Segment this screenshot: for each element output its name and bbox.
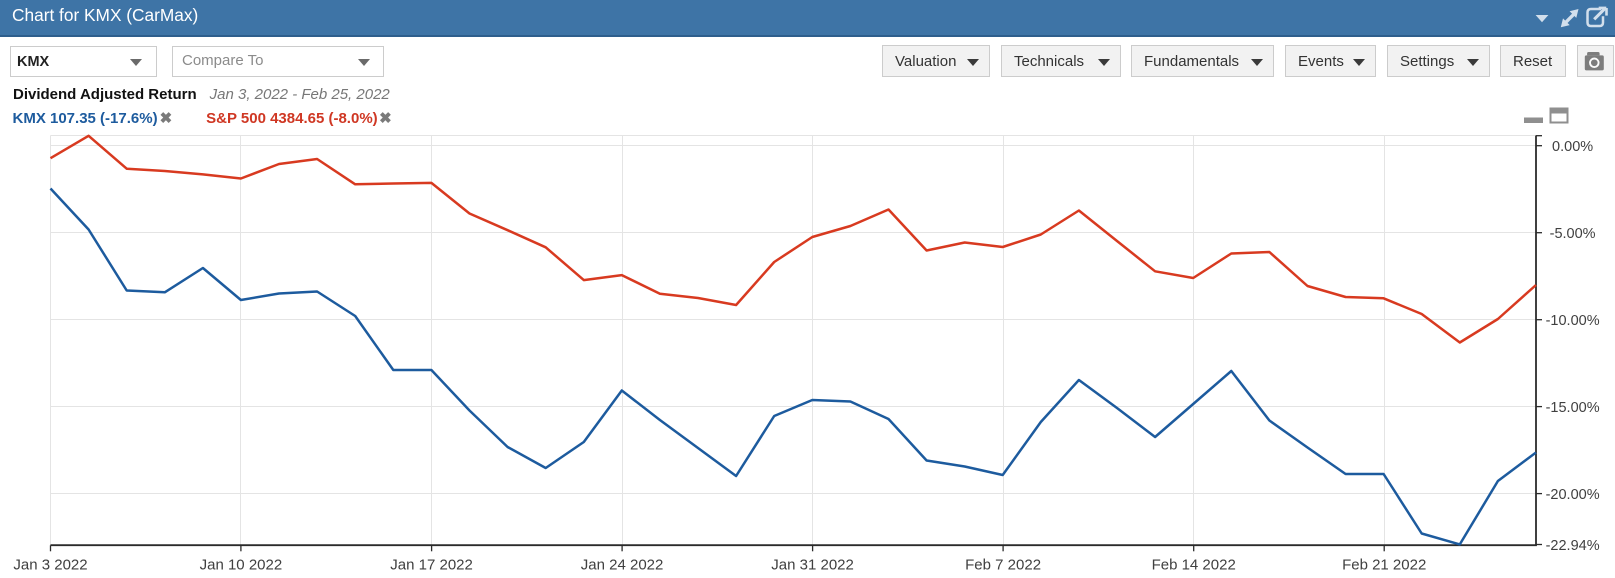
svg-text:0.00%: 0.00% [1552, 139, 1593, 155]
svg-text:-15.00%: -15.00% [1546, 400, 1600, 416]
svg-text:Feb 14 2022: Feb 14 2022 [1152, 557, 1236, 574]
svg-text:Jan 24 2022: Jan 24 2022 [581, 557, 664, 574]
svg-text:Jan 3 2022: Jan 3 2022 [13, 557, 87, 574]
svg-text:-5.00%: -5.00% [1550, 226, 1596, 242]
svg-text:Jan 17 2022: Jan 17 2022 [390, 557, 473, 574]
svg-text:Jan 31 2022: Jan 31 2022 [771, 557, 854, 574]
svg-text:-22.94%: -22.94% [1546, 538, 1600, 554]
svg-text:Jan 10 2022: Jan 10 2022 [200, 557, 283, 574]
svg-text:-20.00%: -20.00% [1546, 487, 1600, 503]
svg-text:Feb 21 2022: Feb 21 2022 [1342, 557, 1426, 574]
svg-text:-10.00%: -10.00% [1546, 313, 1600, 329]
svg-text:Feb 7 2022: Feb 7 2022 [965, 557, 1041, 574]
